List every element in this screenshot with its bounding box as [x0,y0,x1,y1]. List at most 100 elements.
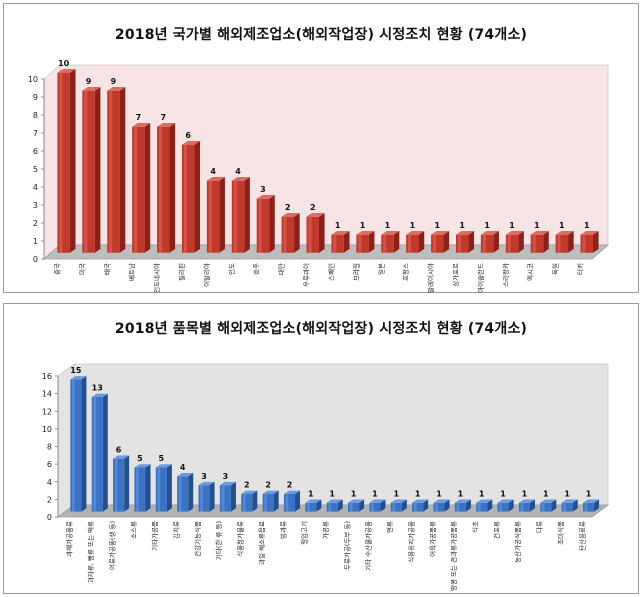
product-category-label: 소스류 [130,521,138,539]
country-data-label: 9 [111,77,117,86]
product-data-label: 2 [244,481,250,490]
product-bar-highlight [221,485,225,512]
country-y-tick-label: 6 [33,147,38,156]
product-data-label: 2 [265,481,271,490]
product-bar [305,499,322,512]
product-bar-side [444,499,450,512]
product-category-label: 탄산음료류 [577,521,586,551]
country-bar-side [493,230,499,253]
product-data-label: 3 [223,472,229,481]
country-bar-front [157,126,170,253]
country-bar-highlight [283,216,287,253]
country-y-tick-label: 1 [33,237,38,246]
country-bar [157,122,176,253]
product-bar [454,499,471,512]
country-bar-side [244,176,250,253]
country-bar-side [418,230,425,253]
product-y-tick-label: 14 [42,390,52,399]
country-category-label: 필리핀 [177,263,186,281]
country-y-tick-label: 9 [33,93,38,102]
product-bar-highlight [242,493,246,512]
product-data-label: 1 [393,489,399,498]
product-bar-top [241,490,258,494]
country-y-tick-label: 4 [33,183,38,192]
product-bar-highlight [264,493,268,512]
product-bar-front [219,485,231,512]
product-bar-side [145,464,151,512]
product-bar-front [561,502,573,512]
product-bar-highlight [563,502,567,512]
product-bar-top [134,464,151,468]
product-bar [219,481,236,512]
country-bar [82,86,101,253]
product-bar-side [465,499,471,512]
country-bar [455,230,475,253]
country-bar-highlight [383,234,387,253]
country-bar [57,68,76,253]
country-bar-highlight [358,234,362,253]
product-bar-top [497,499,514,503]
country-category-label: 아이슬란드 [476,263,485,293]
country-category-label: 싱가포르 [451,263,460,287]
product-bar-highlight [371,502,374,512]
country-bar [555,230,574,253]
product-bar-highlight [157,467,161,512]
product-data-label: 13 [92,384,103,393]
product-bar [134,464,151,512]
product-bar-highlight [136,467,139,512]
country-bar-side [568,230,574,253]
country-bar [530,230,549,253]
country-bar-highlight [59,72,63,253]
country-bar-side [318,212,325,253]
country-bar [281,212,300,253]
country-bar-top [505,230,524,235]
country-chart-panel: 2018년 국가별 해외제조업소(해외작업장) 시정조치 현황 (74개소) 0… [3,3,639,293]
product-category-label: 식품첨가물류 [236,521,245,557]
product-data-label: 1 [415,489,421,498]
country-bar-highlight [84,90,88,253]
product-bar-side [529,499,535,512]
country-bar-highlight [233,180,237,253]
country-bar-top [206,176,225,181]
country-data-label: 7 [161,113,167,122]
country-bar-top [181,140,201,145]
country-bar-side [294,212,300,253]
product-bar-highlight [520,502,524,512]
product-bar-top [326,499,343,503]
product-bar-side [508,499,514,512]
country-category-label: 이탈리아 [202,263,211,287]
product-bar-front [70,379,82,512]
product-bar [113,455,130,512]
country-bar-top [455,230,475,235]
product-bar-side [316,499,322,512]
country-data-label: 1 [509,221,515,230]
country-bar [206,176,225,253]
country-data-label: 2 [285,203,291,212]
country-bar-highlight [482,234,486,253]
product-data-label: 5 [137,454,143,463]
product-data-label: 1 [543,489,549,498]
country-data-label: 1 [559,221,565,230]
product-bar-side [380,499,386,512]
product-data-label: 1 [436,489,442,498]
country-bar-top [256,194,275,199]
country-bar-top [57,68,76,73]
product-bar-top [454,499,471,503]
country-bar-side [169,122,176,253]
product-bar-side [337,499,343,512]
country-data-label: 2 [310,203,316,212]
product-bar-front [412,502,424,512]
country-data-label: 1 [385,221,391,230]
country-data-label: 1 [410,221,416,230]
country-bar-highlight [432,234,437,253]
country-bar-side [543,230,549,253]
product-bar-highlight [435,502,438,512]
product-bar-front [241,493,253,512]
product-bar-side [252,490,258,512]
product-bar-side [359,499,365,512]
country-category-label: 프랑스 [402,263,410,281]
country-category-label: 베트남 [127,263,136,281]
product-bar-front [390,502,402,512]
country-chart-title: 2018년 국가별 해외제조업소(해외작업장) 시정조치 현황 (74개소) [114,27,528,43]
